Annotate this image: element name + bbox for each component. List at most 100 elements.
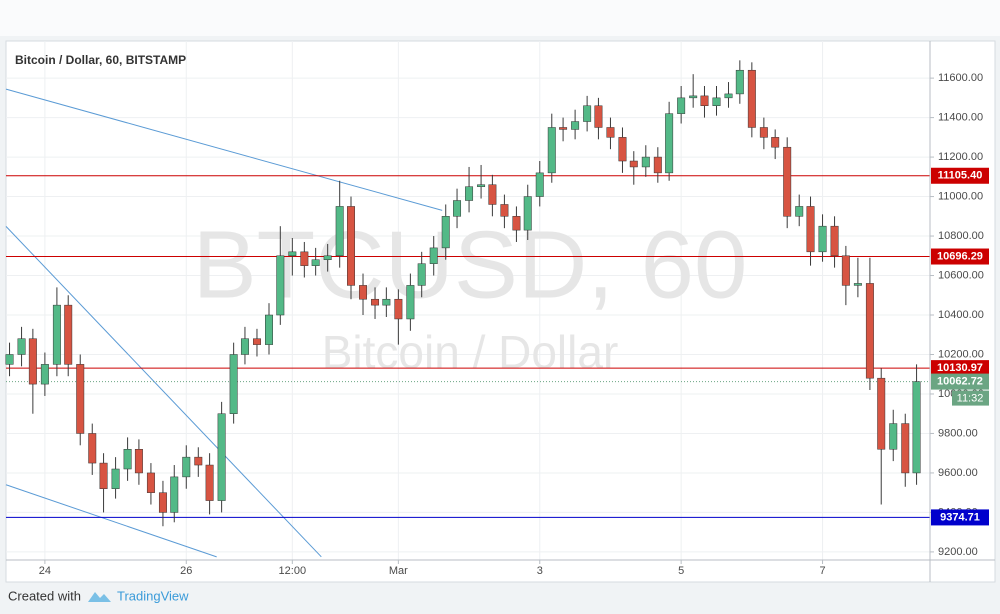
candle-body [170, 476, 179, 513]
candle-body [5, 354, 14, 365]
x-tick-label: 5 [678, 565, 684, 577]
candle-body [689, 95, 698, 99]
last-price-label: 10062.72 [937, 375, 983, 387]
candle-body [618, 137, 627, 162]
candle-body [217, 413, 226, 501]
candle-body [500, 204, 509, 217]
candle-body [276, 255, 285, 316]
trendline [5, 226, 322, 558]
y-tick-label: 9800.00 [938, 427, 978, 439]
candle-body [52, 304, 61, 365]
y-tick-label: 11600.00 [938, 72, 983, 84]
candle-body [382, 298, 391, 306]
level-label: 9374.71 [940, 511, 980, 523]
candle-body [853, 283, 862, 286]
candle-body [795, 206, 804, 217]
candle-body [99, 462, 108, 489]
x-tick-label: 7 [819, 565, 825, 577]
y-tick-label: 10800.00 [938, 230, 984, 242]
candle-body [771, 137, 780, 148]
candle-body [288, 251, 297, 257]
footer-brand[interactable]: TradingView [117, 588, 189, 603]
watermark-name: Bitcoin / Dollar [322, 326, 619, 378]
candle-body [134, 449, 143, 474]
level-label: 10696.29 [937, 250, 983, 262]
candle-body [783, 146, 792, 217]
candle-body [830, 225, 839, 257]
candle-body [559, 127, 568, 130]
trendline [5, 484, 217, 558]
candle-body [724, 93, 733, 99]
level-label: 11105.40 [938, 170, 983, 182]
candle-body [641, 156, 650, 168]
candle-body [359, 285, 367, 300]
candle-body [417, 263, 426, 286]
candle-body [677, 97, 686, 114]
x-tick-label: 3 [537, 565, 543, 577]
candle-body [40, 364, 49, 385]
candle-body [488, 184, 497, 205]
candle-body [182, 456, 191, 478]
candle-body [571, 121, 580, 130]
candle-body [747, 69, 756, 128]
y-tick-label: 10200.00 [938, 348, 984, 360]
candle-body [865, 283, 874, 379]
candle-body [759, 127, 768, 138]
candle-body [252, 338, 261, 345]
chart-title: Bitcoin / Dollar, 60, BITSTAMP [15, 53, 186, 67]
candle-body [535, 172, 544, 197]
candle-body [158, 492, 167, 513]
y-tick-label: 10400.00 [938, 309, 984, 321]
candle-body [901, 423, 910, 474]
last-price-box [931, 373, 989, 390]
candle-body [818, 225, 827, 253]
countdown-box [952, 390, 989, 406]
candle-body [265, 314, 273, 345]
y-tick-label: 9200.00 [938, 546, 978, 558]
candle-body [240, 338, 249, 355]
candle-body [912, 381, 921, 474]
candle-body [194, 456, 203, 466]
watermark: BTCUSD, 60 Bitcoin / Dollar [193, 211, 748, 378]
candle-body [76, 364, 85, 434]
candle-body [735, 69, 744, 95]
level-label-box [931, 509, 989, 526]
candle-body [606, 127, 615, 138]
candle-body [512, 216, 521, 231]
top-bar [0, 0, 1000, 36]
y-tick-label: 11400.00 [938, 112, 983, 124]
candle-body [465, 186, 474, 201]
candle-body [123, 449, 132, 470]
candle-body [629, 160, 638, 168]
x-tick-label: 12:00 [279, 565, 307, 577]
x-tick-label: 24 [39, 565, 51, 577]
candle-body [877, 377, 886, 450]
candle-body [64, 304, 73, 365]
candle-body [653, 156, 662, 174]
y-tick-label: 9600.00 [938, 467, 978, 479]
candle-body [583, 105, 592, 122]
level-label: 10130.97 [937, 362, 983, 374]
candle-body [429, 247, 438, 264]
candle-body [477, 184, 486, 187]
candle-body [146, 472, 155, 493]
candle-body [371, 298, 380, 306]
candle-body [406, 285, 415, 320]
y-tick-label: 10600.00 [938, 269, 984, 281]
candle-body [441, 216, 450, 249]
candle-body [311, 259, 320, 266]
candle-body [700, 95, 709, 107]
candle-body [841, 255, 850, 286]
candle-body [347, 206, 355, 286]
x-tick-label: Mar [389, 565, 408, 577]
candle-body [547, 127, 556, 174]
candle-body [806, 206, 815, 253]
candle-body [229, 354, 238, 414]
trendline [5, 88, 443, 211]
candle-body [712, 97, 721, 107]
candle-body [335, 206, 344, 257]
tradingview-logo [88, 592, 111, 602]
countdown-label: 11:32 [957, 392, 984, 404]
